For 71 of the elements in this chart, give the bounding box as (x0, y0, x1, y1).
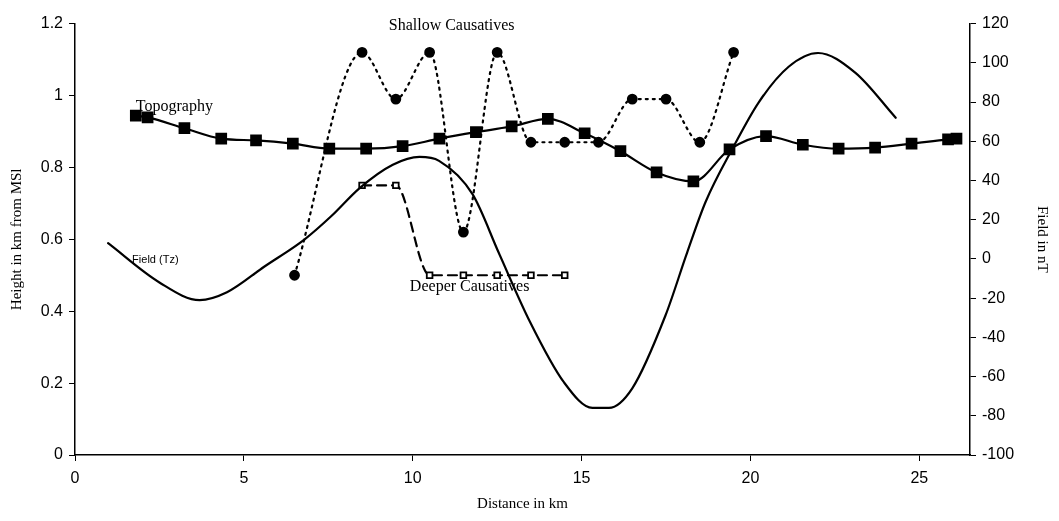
x-tick-label: 20 (741, 469, 760, 487)
point (650, 166, 663, 179)
point (396, 140, 409, 153)
x-tick-label: 25 (910, 469, 929, 487)
y-axis-title: Height in km from MSl (7, 168, 24, 311)
point (505, 120, 518, 133)
point (470, 126, 482, 139)
point (525, 136, 537, 148)
y2-tick-label: 0 (982, 249, 991, 267)
point (541, 113, 554, 125)
point (869, 141, 881, 154)
y2-tick-label: 100 (982, 53, 1009, 71)
point (425, 271, 434, 279)
y2-tick-label: -100 (982, 445, 1015, 463)
x-tick-label: 10 (403, 469, 422, 487)
point (433, 132, 446, 145)
point (728, 46, 739, 58)
y-tick-label: 1.2 (40, 14, 64, 32)
point (323, 142, 336, 155)
y2-tick-label: 80 (982, 92, 1000, 110)
point (593, 136, 604, 148)
y2-tick-label: 40 (982, 170, 1000, 188)
series-label: Field (Tz) (132, 253, 179, 266)
point (527, 271, 535, 279)
y2-tick-label: -60 (982, 366, 1006, 384)
point (493, 271, 501, 279)
y2-tick-label: -40 (982, 327, 1006, 345)
y2-tick-label: -20 (982, 288, 1006, 306)
point (286, 137, 299, 150)
point (687, 175, 700, 188)
x-tick-label: 5 (239, 469, 249, 487)
y2-tick-label: 20 (982, 210, 1000, 228)
series-label: Topography (135, 96, 213, 115)
point (178, 122, 191, 135)
point (950, 132, 963, 145)
point (560, 271, 569, 279)
point (614, 145, 627, 158)
point (390, 93, 402, 105)
point (459, 271, 468, 279)
point (458, 226, 469, 238)
point (796, 138, 809, 151)
x-axis-title: Distance in km (477, 494, 569, 511)
y-tick-label: 0.6 (40, 229, 64, 247)
x-tick-label: 15 (572, 469, 591, 487)
point (392, 181, 400, 190)
point (559, 136, 571, 148)
point (250, 134, 262, 147)
point (578, 127, 591, 140)
point (491, 46, 503, 58)
y2-axis-title: Field in nT (1035, 205, 1052, 273)
y2-tick-label: 60 (982, 131, 1000, 149)
point (832, 142, 845, 155)
series-label: Shallow Causatives (388, 15, 515, 33)
y-tick-label: 1 (54, 85, 64, 103)
point (289, 269, 300, 281)
point (360, 142, 372, 155)
y-tick-label: 0.4 (40, 301, 64, 319)
point (660, 93, 672, 105)
x-tick-label: 0 (70, 469, 80, 487)
point (760, 130, 772, 142)
point (694, 136, 706, 148)
y-tick-label: 0 (54, 445, 64, 463)
y2-tick-label: 120 (982, 14, 1009, 32)
point (215, 132, 228, 145)
y-tick-label: 0.2 (40, 373, 64, 391)
y-tick-label: 0.8 (40, 157, 64, 175)
point (626, 93, 638, 105)
point (356, 46, 368, 58)
point (905, 137, 918, 150)
y2-tick-label: -80 (982, 406, 1006, 424)
point (424, 46, 436, 58)
